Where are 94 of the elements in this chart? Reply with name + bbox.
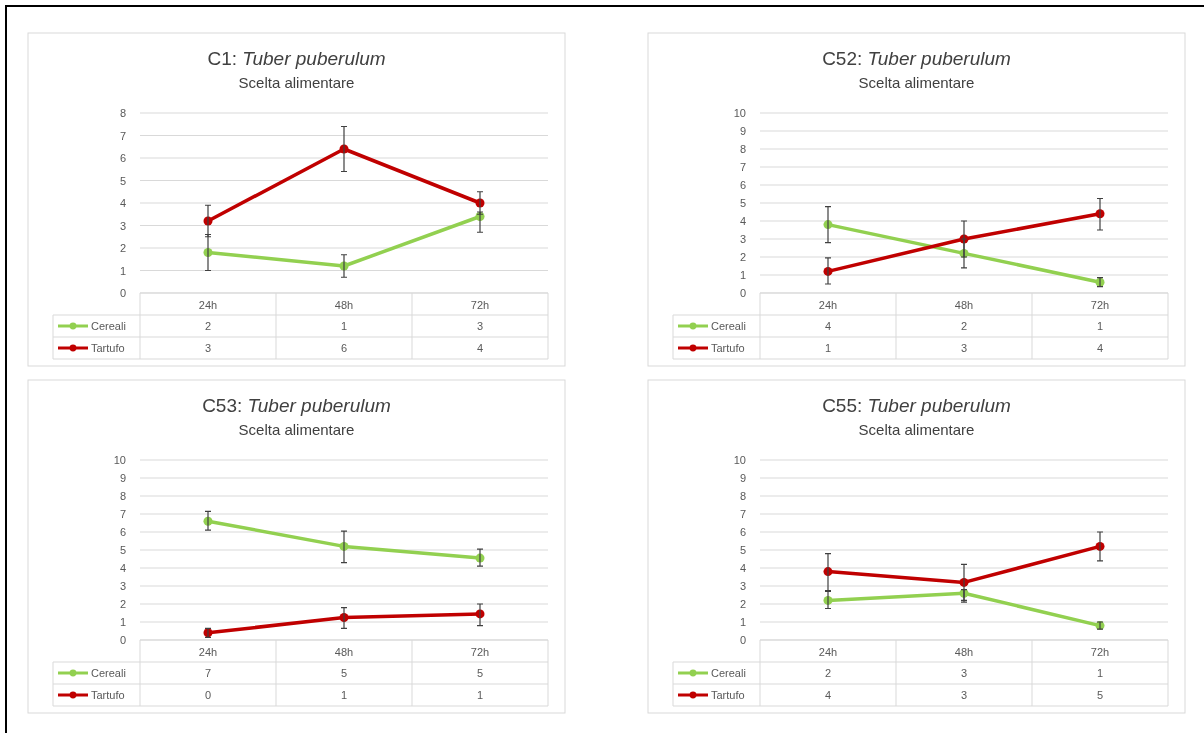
y-tick-label: 10 — [733, 107, 746, 120]
data-label: 1 — [1096, 667, 1104, 679]
y-tick-label: 2 — [119, 598, 126, 611]
data-label: 1 — [1096, 320, 1104, 332]
y-tick-label: 8 — [739, 143, 746, 156]
y-tick-label: 7 — [739, 508, 746, 521]
y-tick-label: 2 — [119, 242, 126, 255]
data-label: 3 — [476, 320, 484, 332]
legend-label: Tartufo — [91, 689, 125, 701]
y-tick-label: 9 — [119, 472, 126, 485]
data-label: 1 — [824, 342, 832, 354]
x-tick-label: 24h — [818, 298, 838, 311]
data-label: 4 — [824, 689, 832, 701]
data-label: 4 — [1096, 342, 1104, 354]
y-tick-label: 3 — [739, 580, 746, 593]
x-tick-label: 72h — [1090, 645, 1110, 658]
y-tick-label: 10 — [733, 454, 746, 467]
y-tick-label: 4 — [739, 562, 746, 575]
x-tick-label: 48h — [334, 298, 354, 311]
data-label: 7 — [204, 667, 212, 679]
data-label: 3 — [960, 342, 968, 354]
x-tick-label: 24h — [198, 645, 218, 658]
data-label: 5 — [476, 667, 484, 679]
chart-title: C1: Tuber puberulum — [207, 48, 386, 69]
y-tick-label: 1 — [119, 264, 126, 277]
x-tick-label: 48h — [334, 645, 354, 658]
legend-label: Cereali — [711, 320, 746, 332]
x-tick-label: 72h — [470, 645, 490, 658]
y-tick-label: 3 — [739, 233, 746, 246]
data-label: 3 — [960, 667, 968, 679]
y-tick-label: 1 — [119, 616, 126, 629]
data-label: 2 — [204, 320, 212, 332]
data-label: 5 — [340, 667, 348, 679]
y-tick-label: 3 — [119, 219, 126, 232]
chart-title: C53: Tuber puberulum — [202, 395, 391, 416]
chart-subtitle: Scelta alimentare — [858, 74, 975, 91]
y-tick-label: 8 — [119, 107, 126, 120]
y-tick-label: 5 — [739, 197, 746, 210]
x-tick-label: 24h — [818, 645, 838, 658]
y-tick-label: 9 — [739, 125, 746, 138]
y-tick-label: 2 — [739, 598, 746, 611]
y-tick-label: 5 — [739, 544, 746, 557]
y-tick-label: 0 — [739, 634, 746, 647]
chart-subtitle: Scelta alimentare — [858, 421, 975, 438]
y-tick-label: 2 — [739, 251, 746, 264]
data-label: 2 — [960, 320, 968, 332]
legend-label: Cereali — [91, 667, 126, 679]
legend-label: Tartufo — [711, 689, 745, 701]
data-label: 1 — [340, 689, 348, 701]
legend-label: Cereali — [711, 667, 746, 679]
y-tick-label: 6 — [739, 526, 746, 539]
x-tick-label: 72h — [470, 298, 490, 311]
data-label: 4 — [476, 342, 484, 354]
y-tick-label: 4 — [119, 562, 126, 575]
chart-title: C55: Tuber puberulum — [822, 395, 1011, 416]
x-tick-label: 48h — [954, 645, 974, 658]
y-tick-label: 7 — [119, 129, 126, 142]
y-tick-label: 0 — [119, 287, 126, 300]
y-tick-label: 6 — [739, 179, 746, 192]
data-label: 3 — [204, 342, 212, 354]
x-tick-label: 24h — [198, 298, 218, 311]
data-label: 1 — [476, 689, 484, 701]
data-label: 3 — [960, 689, 968, 701]
chart-title: C52: Tuber puberulum — [822, 48, 1011, 69]
data-label: 4 — [824, 320, 832, 332]
chart-subtitle: Scelta alimentare — [238, 74, 355, 91]
y-tick-label: 8 — [119, 490, 126, 503]
y-tick-label: 0 — [119, 634, 126, 647]
y-tick-label: 9 — [739, 472, 746, 485]
y-tick-label: 4 — [119, 197, 126, 210]
x-tick-label: 48h — [954, 298, 974, 311]
y-tick-label: 0 — [739, 287, 746, 300]
y-tick-label: 4 — [739, 215, 746, 228]
chart-subtitle: Scelta alimentare — [238, 421, 355, 438]
y-tick-label: 3 — [119, 580, 126, 593]
y-tick-label: 1 — [739, 269, 746, 282]
legend-label: Tartufo — [711, 342, 745, 354]
data-label: 6 — [340, 342, 348, 354]
y-tick-label: 1 — [739, 616, 746, 629]
data-label: 5 — [1096, 689, 1104, 701]
legend-label: Tartufo — [91, 342, 125, 354]
y-tick-label: 5 — [119, 544, 126, 557]
legend-label: Cereali — [91, 320, 126, 332]
data-label: 0 — [204, 689, 212, 701]
data-label: 1 — [340, 320, 348, 332]
y-tick-label: 5 — [119, 174, 126, 187]
y-tick-label: 6 — [119, 152, 126, 165]
y-tick-label: 10 — [113, 454, 126, 467]
y-tick-label: 7 — [119, 508, 126, 521]
y-tick-label: 6 — [119, 526, 126, 539]
y-tick-label: 8 — [739, 490, 746, 503]
y-tick-label: 7 — [739, 161, 746, 174]
x-tick-label: 72h — [1090, 298, 1110, 311]
data-label: 2 — [824, 667, 832, 679]
